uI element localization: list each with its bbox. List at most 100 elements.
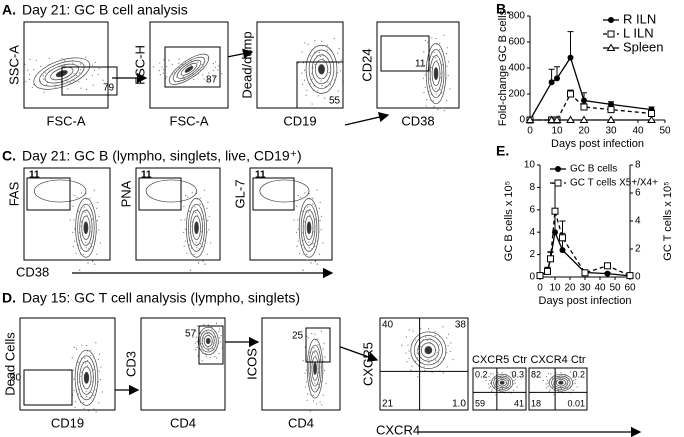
event-dot [494,383,497,385]
event-dot [546,387,548,389]
event-dot [422,77,425,79]
event-dot [191,221,193,223]
event-dot [218,352,220,355]
event-dot [319,359,321,361]
event-dot [306,206,309,208]
event-dot [330,50,332,52]
event-dot [435,87,437,89]
event-dot [74,228,76,230]
event-dot [92,361,94,363]
y-tick-label: 0 [519,115,525,126]
event-dot [320,215,323,217]
event-dot [202,260,204,262]
y-axis-label: GC B cells x 10⁵ [503,181,515,261]
event-dot [417,376,419,378]
event-dot [316,403,318,405]
event-dot [183,245,185,247]
event-dot [340,59,342,61]
event-dot [443,34,445,36]
event-dot [83,402,85,404]
contour [201,332,215,350]
gate-value: 30 [10,373,22,384]
event-dot [189,269,191,271]
event-dot [312,351,314,353]
event-dot [309,208,311,211]
event-dot [91,225,93,227]
event-dot [307,43,309,45]
contour [429,55,443,93]
x-axis-label: CD19 [51,415,84,430]
event-dot [310,388,312,390]
event-dot [572,376,574,378]
event-dot [75,368,77,370]
event-dot [508,379,510,381]
event-dot [88,234,91,236]
event-dot [201,63,203,66]
event-dot [447,61,450,63]
x-axis-label: CXCR4 [376,422,420,437]
event-dot [78,81,80,83]
event-dot [171,73,173,75]
event-dot [92,260,94,262]
contour [300,203,318,252]
x-axis-label: CD38 [401,113,434,128]
event-dot [86,88,88,91]
event-dot [501,386,503,388]
event-dot [35,59,37,61]
contour [499,380,505,385]
event-dot [91,64,94,66]
x-axis-label: FSC-A [170,113,209,128]
event-dot [562,386,564,388]
gate-value: 57 [185,329,197,340]
event-dot [433,100,435,102]
event-dot [489,379,491,382]
event-dot [97,201,99,204]
event-dot [207,349,210,351]
event-dot [512,383,514,385]
event-dot [203,330,205,333]
event-dot [564,375,566,377]
x-axis-label: CD38 [16,264,49,279]
event-dot [301,210,303,212]
event-dot [73,378,75,380]
contour [310,350,321,387]
event-dot [299,252,301,254]
event-dot [201,246,203,248]
event-dot [191,192,193,194]
event-dot [83,407,85,409]
event-dot [213,76,215,78]
event-dot [297,194,300,197]
event-dot [196,70,198,72]
event-dot [75,252,77,254]
event-dot [102,79,104,81]
event-dot [80,87,82,89]
contour [410,331,447,369]
event-dot [293,219,295,221]
event-dot [192,210,195,212]
event-dot [431,371,433,373]
event-dot [440,56,443,58]
event-dot [192,73,194,75]
event-dot [405,352,407,354]
event-dot [74,194,76,197]
event-dot [218,337,221,339]
event-dot [174,81,176,83]
event-dot [506,383,508,385]
event-dot [33,69,35,71]
event-dot [406,361,408,363]
event-dot [495,394,497,396]
panel-title: Day 21: GC B (lympho, singlets, live, CD… [22,148,302,164]
event-dot [301,83,304,85]
event-dot [91,218,94,220]
event-dot [203,62,205,64]
event-dot [89,243,91,245]
event-dot [316,389,318,391]
event-dot [297,219,299,221]
quadrant-value: 0.3 [511,369,524,379]
event-dot [325,85,327,88]
event-dot [72,245,74,247]
event-dot [321,40,323,42]
contour [77,203,95,252]
event-dot [547,385,549,388]
event-dot [208,215,210,217]
